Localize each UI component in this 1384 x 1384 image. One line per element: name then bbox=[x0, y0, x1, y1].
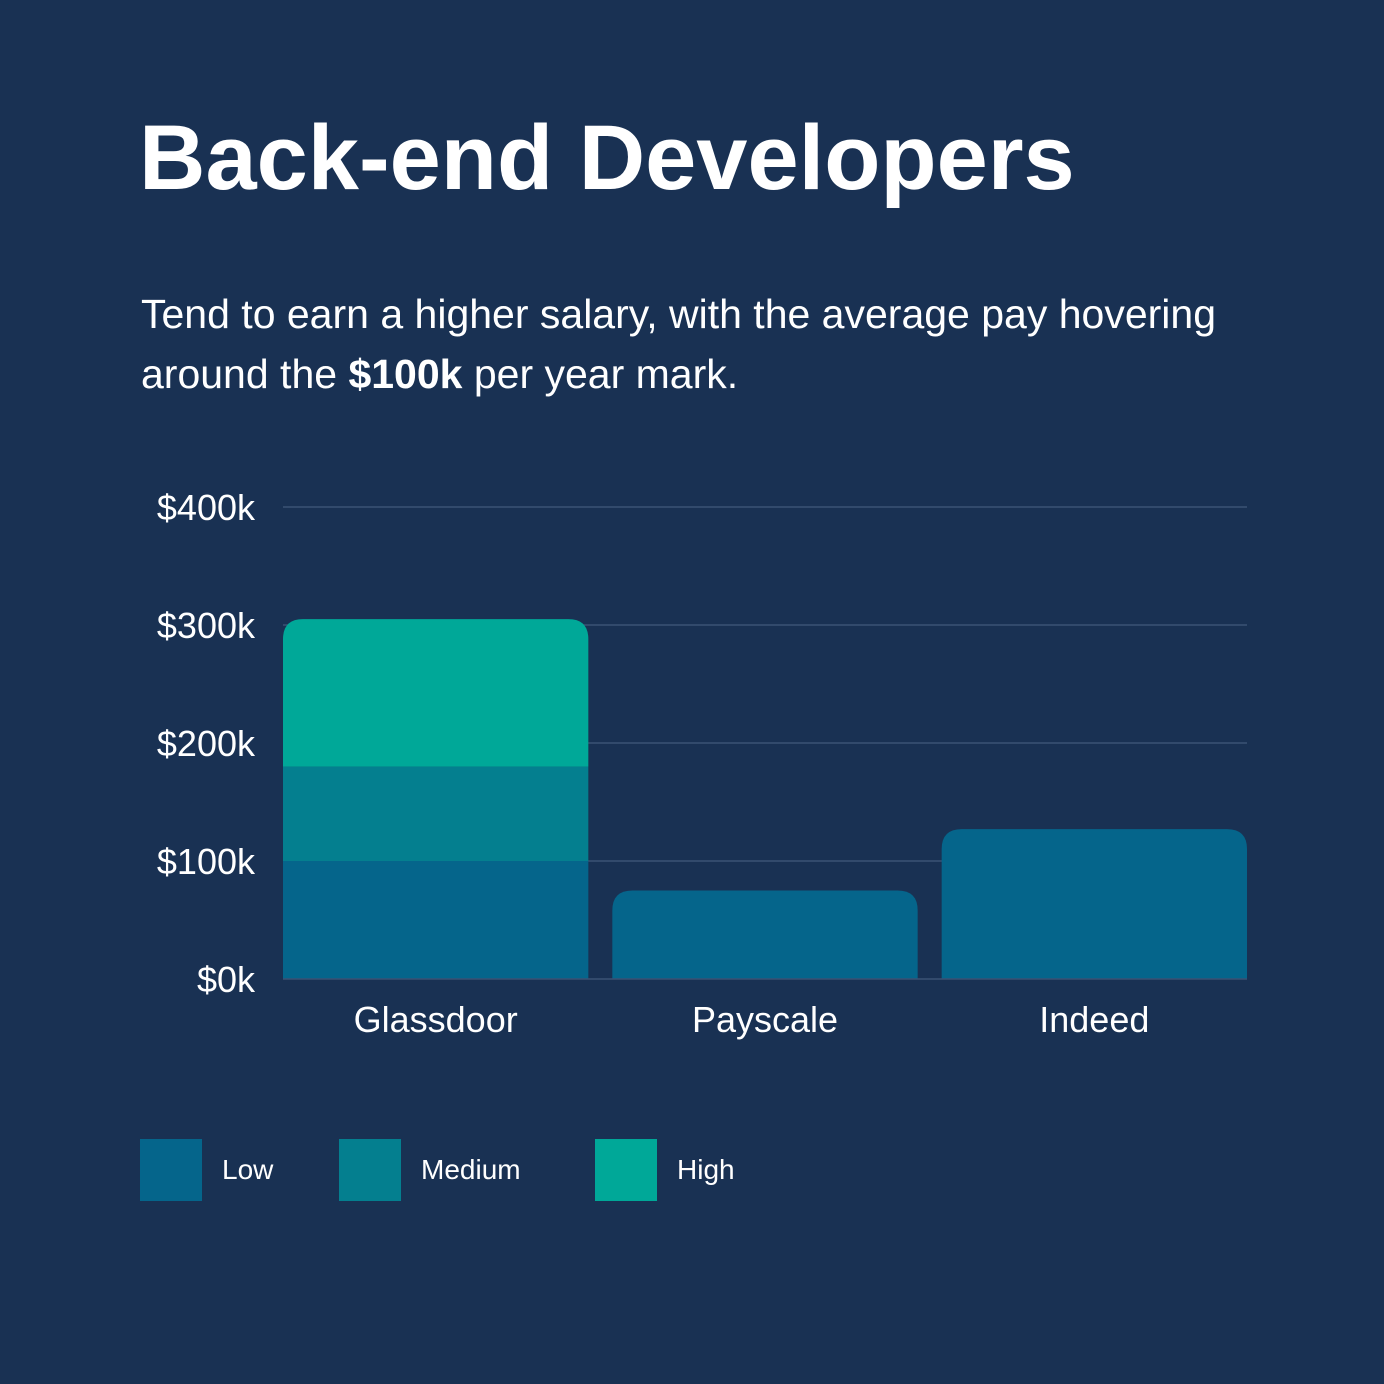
bar-chart: $0k $100k $200k $300k $400k Glassdoor Payscale… bbox=[157, 487, 1247, 1040]
legend-label-high: High bbox=[677, 1154, 735, 1185]
x-tick-label: Indeed bbox=[1039, 999, 1149, 1040]
x-tick-label: Payscale bbox=[692, 999, 838, 1040]
chart-title: Back-end Developers bbox=[139, 107, 1075, 209]
legend-swatch-low bbox=[140, 1139, 202, 1201]
subtitle-text-end: per year mark. bbox=[462, 351, 739, 397]
chart-subtitle: Tend to earn a higher salary, with the a… bbox=[141, 284, 1261, 404]
bar-glassdoor-low bbox=[283, 861, 589, 979]
subtitle-highlight: $100k bbox=[348, 351, 463, 397]
bar-indeed-low bbox=[941, 829, 1247, 979]
legend-swatch-high bbox=[595, 1139, 657, 1201]
bar-glassdoor-high bbox=[283, 619, 589, 767]
y-tick-label: $300k bbox=[157, 605, 256, 646]
x-tick-label: Glassdoor bbox=[354, 999, 518, 1040]
bar-glassdoor-medium bbox=[283, 766, 589, 861]
y-tick-label: $400k bbox=[157, 487, 256, 528]
legend-label-medium: Medium bbox=[421, 1154, 521, 1185]
subtitle-text-start: Tend to earn a higher salary, with the a… bbox=[141, 291, 1217, 397]
y-tick-label: $100k bbox=[157, 841, 256, 882]
legend-swatch-medium bbox=[339, 1139, 401, 1201]
y-tick-label: $0k bbox=[197, 959, 256, 1000]
bar-payscale-low bbox=[612, 890, 918, 979]
y-tick-label: $200k bbox=[157, 723, 256, 764]
legend-label-low: Low bbox=[222, 1154, 274, 1185]
